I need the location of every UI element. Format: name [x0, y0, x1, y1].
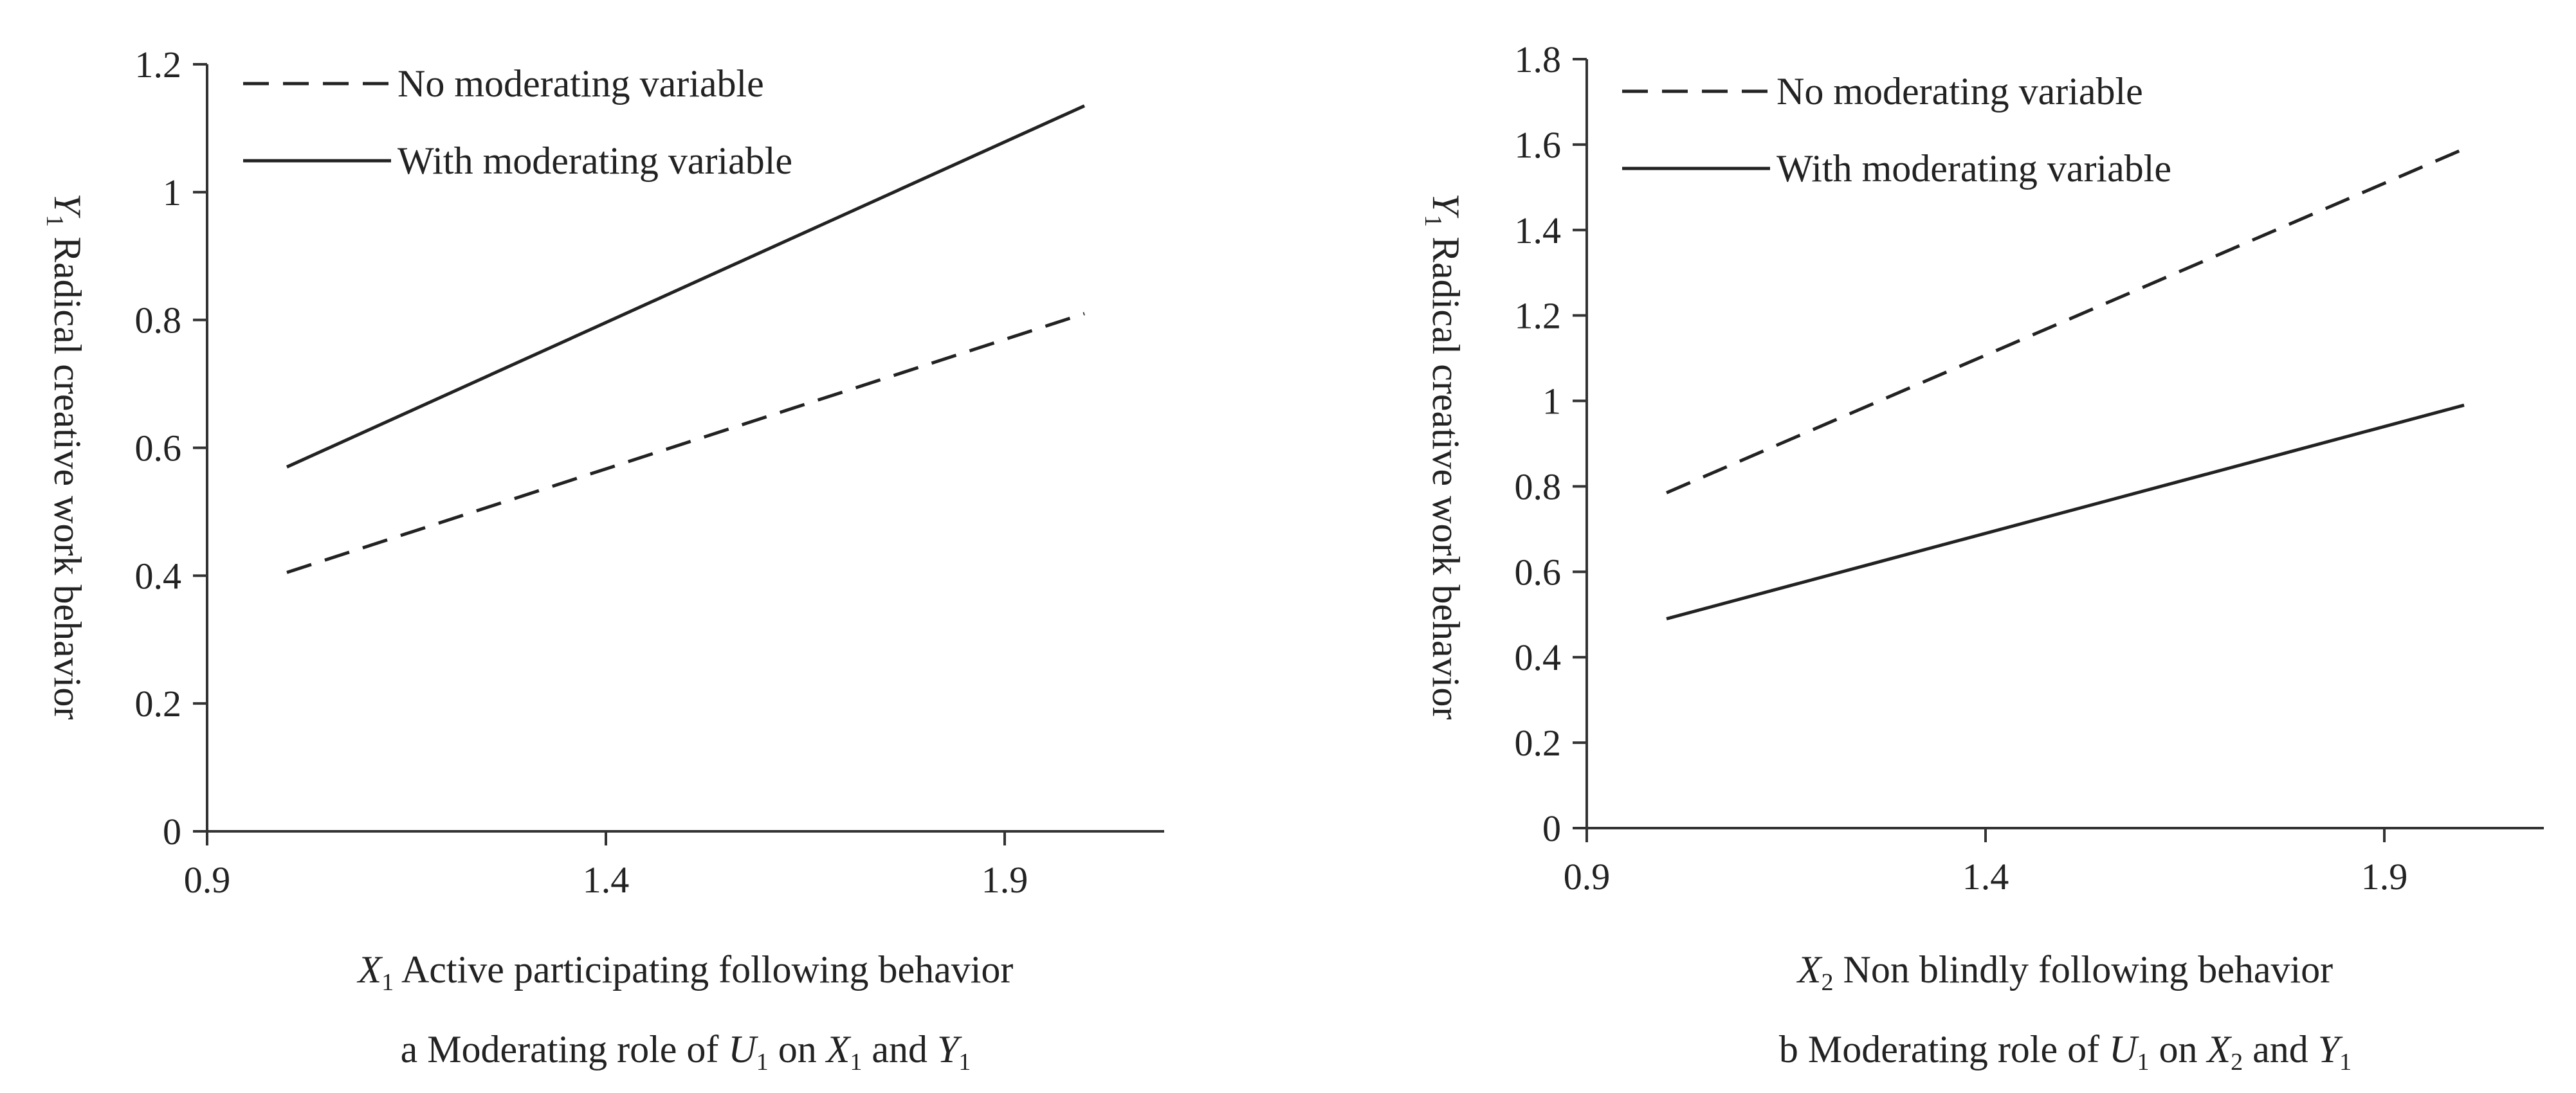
- caption-var-u: U: [2109, 1028, 2139, 1070]
- y-tick-label: 1.2: [135, 44, 182, 86]
- y-axis-title: Y1 Radical creative work behavior: [41, 194, 89, 720]
- y-axis-var: Y: [1425, 194, 1467, 219]
- panel-b: 0 0.2 0.4 0.6 0.8 1 1.2 1.4 1.6 1.8 0.9 1.4 1.9 No mo…: [1420, 39, 2544, 1076]
- y-tick-label: 1.2: [1515, 295, 1562, 337]
- series-line-with-moderating: [1666, 403, 2465, 620]
- caption-and: and: [2243, 1028, 2318, 1070]
- legend-label: With moderating variable: [1777, 147, 2171, 190]
- caption-on: on: [2149, 1028, 2207, 1070]
- x-axis-var-sub: 1: [381, 969, 394, 996]
- panel-a: 0 0.2 0.4 0.6 0.8 1 1.2 0.9 1.4 1.9 No moderating …: [41, 44, 1164, 1076]
- y-axis-var: Y: [46, 194, 89, 219]
- y-tick-label: 1.4: [1515, 210, 1562, 251]
- y-axis-var-sub: 1: [1420, 215, 1447, 227]
- series-line-with-moderating: [286, 104, 1086, 469]
- y-axis-title: Y1 Radical creative work behavior: [1420, 194, 1467, 720]
- panel-caption: b Moderating role of U1 on X2 and Y1: [1779, 1028, 2352, 1076]
- caption-on: on: [769, 1028, 827, 1070]
- y-tick-label: 0.2: [1515, 722, 1562, 764]
- x-tick-label: 1.4: [1962, 856, 2009, 898]
- y-tick-label: 0.8: [135, 300, 182, 341]
- caption-var-y-sub: 1: [2339, 1049, 2352, 1076]
- x-axis-title: X1 Active participating following behavi…: [357, 948, 1014, 996]
- caption-var-u: U: [728, 1028, 758, 1070]
- y-tick-label: 0: [1542, 808, 1561, 849]
- y-tick-label: 1: [163, 172, 181, 213]
- x-tick-label: 0.9: [1564, 856, 1611, 898]
- x-axis-title-text: Active participating following behavior: [394, 948, 1013, 991]
- caption-and: and: [862, 1028, 937, 1070]
- x-axis-title: X2 Non blindly following behavior: [1796, 948, 2333, 996]
- x-axis-var: X: [1796, 948, 1823, 991]
- x-axis-var-sub: 2: [1822, 969, 1834, 996]
- y-axis-title-text: Radical creative work behavior: [46, 227, 89, 719]
- series-line-no-moderating: [1666, 147, 2465, 494]
- caption-var-y: Y: [937, 1028, 962, 1070]
- caption-var-x-sub: 2: [2231, 1049, 2243, 1076]
- legend-label: With moderating variable: [397, 140, 792, 182]
- x-tick-label: 1.4: [583, 859, 630, 901]
- y-tick-label: 1: [1542, 381, 1561, 422]
- legend-label: No moderating variable: [397, 62, 764, 105]
- caption-prefix: b Moderating role of: [1779, 1028, 2109, 1070]
- x-tick-label: 1.9: [982, 859, 1028, 901]
- x-axis-title-text: Non blindly following behavior: [1834, 948, 2334, 991]
- legend: No moderating variable With moderating va…: [243, 62, 792, 182]
- x-tick-label: 1.9: [2361, 856, 2408, 898]
- y-tick-label: 0.6: [1515, 551, 1562, 593]
- legend: No moderating variable With moderating va…: [1622, 70, 2171, 190]
- caption-var-y: Y: [2318, 1028, 2343, 1070]
- y-tick-label: 1.8: [1515, 39, 1562, 80]
- caption-var-y-sub: 1: [958, 1049, 971, 1076]
- y-axis-var-sub: 1: [41, 215, 68, 227]
- caption-var-x-sub: 1: [850, 1049, 862, 1076]
- series-line-no-moderating: [286, 312, 1085, 574]
- caption-var-x: X: [825, 1028, 852, 1070]
- caption-prefix: a Moderating role of: [401, 1028, 729, 1070]
- y-tick-label: 0: [163, 811, 181, 853]
- y-tick-label: 0.4: [1515, 637, 1562, 678]
- y-tick-label: 0.8: [1515, 465, 1562, 507]
- y-axis-title-text: Radical creative work behavior: [1425, 227, 1467, 719]
- x-tick-label: 0.9: [184, 859, 231, 901]
- x-axis-var: X: [357, 948, 383, 991]
- panel-caption: a Moderating role of U1 on X1 and Y1: [401, 1028, 971, 1076]
- caption-var-x: X: [2206, 1028, 2232, 1070]
- y-tick-label: 0.2: [135, 683, 182, 725]
- caption-var-u-sub: 1: [756, 1049, 769, 1076]
- caption-var-u-sub: 1: [2137, 1049, 2149, 1076]
- y-tick-label: 0.6: [135, 428, 182, 469]
- y-tick-label: 0.4: [135, 555, 182, 597]
- legend-label: No moderating variable: [1777, 70, 2143, 113]
- y-tick-label: 1.6: [1515, 124, 1562, 166]
